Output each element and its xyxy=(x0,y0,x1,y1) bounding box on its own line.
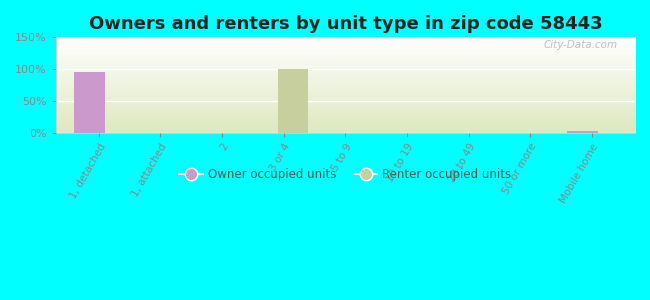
Bar xyxy=(567,131,598,133)
Bar xyxy=(278,69,308,133)
Title: Owners and renters by unit type in zip code 58443: Owners and renters by unit type in zip c… xyxy=(88,15,602,33)
Text: City-Data.com: City-Data.com xyxy=(543,40,618,50)
Legend: Owner occupied units, Renter occupied units: Owner occupied units, Renter occupied un… xyxy=(175,164,516,186)
Bar xyxy=(74,72,105,133)
